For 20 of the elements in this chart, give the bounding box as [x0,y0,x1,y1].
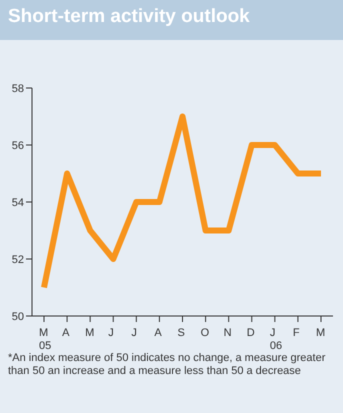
y-tick-label: 50 [12,310,24,323]
y-tick-label: 56 [12,140,24,152]
x-tick-label: M [316,327,326,339]
x-tick-label: A [154,327,162,339]
text: *An index measure of 50 indicates no change, a measure greater than 50 an increase and a measure less than 50 a decrease [7,351,326,378]
y-tick-label: 58 [12,82,24,95]
x-tick-label: J 06 [270,327,282,352]
y-tick-label: 52 [12,254,24,266]
x-tick-label: A [62,327,70,339]
y-tick-label: 54 [12,196,24,209]
x-tick-label: J [108,327,114,339]
x-tick-label: J [131,327,137,339]
x-tick-label: M 05 [39,327,52,352]
x-tick-label: F [292,327,300,339]
x-tick-label: M [85,327,94,339]
x-tick-label: N [224,327,232,339]
x-tick-label: D [246,327,255,339]
x-tick-label: S [178,327,185,339]
x-tick-label: O [200,327,210,339]
chart-title: Short-term activity outlook [0,0,343,40]
